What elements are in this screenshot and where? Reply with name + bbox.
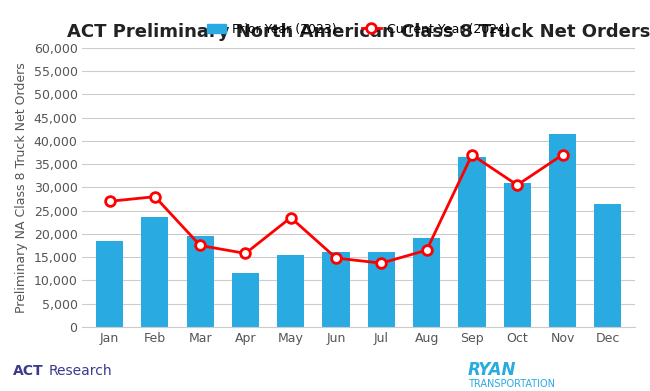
Current Year (2024) bbox=[196, 243, 204, 248]
Current Year (2024) bbox=[332, 256, 340, 260]
Bar bbox=[187, 236, 214, 327]
Y-axis label: Preliminary NA Class 8 Truck Net Orders: Preliminary NA Class 8 Truck Net Orders bbox=[15, 62, 28, 313]
Bar bbox=[141, 217, 168, 327]
Bar bbox=[458, 157, 486, 327]
Bar bbox=[594, 204, 621, 327]
Current Year (2024) bbox=[468, 152, 476, 157]
Bar bbox=[368, 253, 395, 327]
Text: TRANSPORTATION: TRANSPORTATION bbox=[468, 379, 555, 389]
Title: ACT Preliminary North American Class 8 Truck Net Orders: ACT Preliminary North American Class 8 T… bbox=[67, 23, 650, 41]
Current Year (2024) bbox=[422, 248, 430, 253]
Current Year (2024) bbox=[106, 199, 114, 204]
Bar bbox=[232, 273, 259, 327]
Bar bbox=[549, 134, 576, 327]
Current Year (2024) bbox=[378, 261, 385, 265]
Bar bbox=[413, 238, 440, 327]
Text: ACT: ACT bbox=[13, 364, 44, 378]
Legend: Prior Year (2023), Current Year (2024): Prior Year (2023), Current Year (2024) bbox=[202, 18, 515, 41]
Text: Research: Research bbox=[49, 364, 112, 378]
Bar bbox=[277, 255, 304, 327]
Current Year (2024) bbox=[514, 183, 521, 187]
Text: RYAN: RYAN bbox=[468, 361, 516, 379]
Current Year (2024) bbox=[287, 215, 294, 220]
Line: Current Year (2024): Current Year (2024) bbox=[105, 150, 567, 268]
Current Year (2024) bbox=[151, 194, 159, 199]
Current Year (2024) bbox=[558, 152, 566, 157]
Bar bbox=[322, 253, 350, 327]
Current Year (2024) bbox=[242, 251, 250, 256]
Bar bbox=[96, 241, 124, 327]
Bar bbox=[504, 183, 531, 327]
